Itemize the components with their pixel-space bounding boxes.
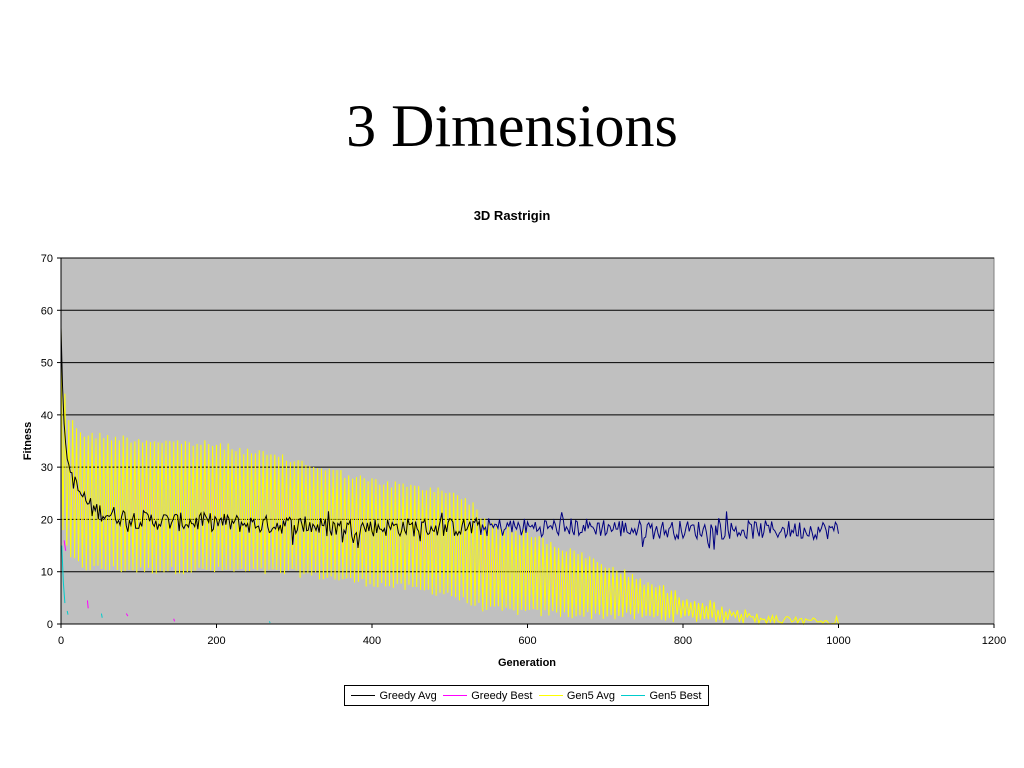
x-tick-label: 0 [58, 635, 64, 647]
legend-label-gen5-best: Gen5 Best [649, 689, 702, 702]
chart-title: 3D Rastrigin [473, 208, 551, 223]
y-tick-label: 50 [41, 358, 53, 370]
legend-label-greedy-best: Greedy Best [471, 689, 533, 702]
x-tick-label: 1200 [982, 635, 1006, 647]
series-segment-gen5-best [268, 621, 271, 624]
y-tick-label: 40 [41, 410, 53, 422]
y-tick-label: 60 [41, 305, 53, 317]
legend-label-greedy-avg: Greedy Avg [379, 689, 437, 702]
series-line-gen5-avg [60, 325, 839, 626]
x-tick-label: 400 [363, 635, 381, 647]
y-axis-ticks: 0 10 20 30 40 50 60 70 [41, 253, 61, 631]
y-axis-label: Fitness [22, 422, 34, 461]
x-tick-label: 1000 [826, 635, 850, 647]
legend-swatch-gen5-avg [538, 695, 563, 696]
x-tick-label: 600 [518, 635, 536, 647]
legend-label-gen5-avg: Gen5 Avg [566, 689, 615, 702]
chart-legend: Greedy Avg Greedy Best Gen5 Avg Gen5 Bes… [344, 685, 709, 706]
series-segment-gen5-best [66, 610, 69, 615]
legend-swatch-greedy-best [443, 695, 468, 696]
series-segment-greedy-best [125, 613, 129, 617]
series-segment-greedy-best [86, 600, 89, 609]
slide-title: 3 Dimensions [346, 93, 678, 159]
series-line-greedy-avg-late [480, 511, 839, 550]
x-tick-label: 200 [207, 635, 225, 647]
y-tick-label: 30 [41, 462, 53, 474]
y-tick-label: 10 [41, 567, 53, 579]
legend-item-greedy-avg: Greedy Avg [351, 689, 437, 702]
x-axis-label: Generation [498, 657, 556, 669]
plot-area [60, 257, 995, 625]
series-segment-gen5-best [61, 545, 66, 604]
series-line-greedy-avg [60, 327, 482, 549]
series-segment-greedy-best [63, 540, 67, 551]
legend-item-gen5-best: Gen5 Best [621, 690, 701, 702]
series-layer [60, 325, 839, 626]
y-tick-label: 20 [41, 514, 53, 526]
series-segment-greedy-best [173, 618, 175, 622]
legend-item-greedy-best: Greedy Best [443, 690, 532, 702]
y-tick-label: 70 [41, 253, 53, 265]
x-tick-label: 800 [674, 635, 692, 647]
gridlines [61, 257, 994, 573]
x-axis-ticks: 0 200 400 600 800 1000 1200 [58, 624, 1006, 647]
legend-item-gen5-avg: Gen5 Avg [538, 689, 615, 702]
legend-swatch-gen5-best [621, 695, 646, 696]
y-tick-label: 0 [47, 619, 53, 631]
legend-swatch-greedy-avg [351, 695, 376, 696]
series-segment-gen5-best [100, 613, 103, 618]
